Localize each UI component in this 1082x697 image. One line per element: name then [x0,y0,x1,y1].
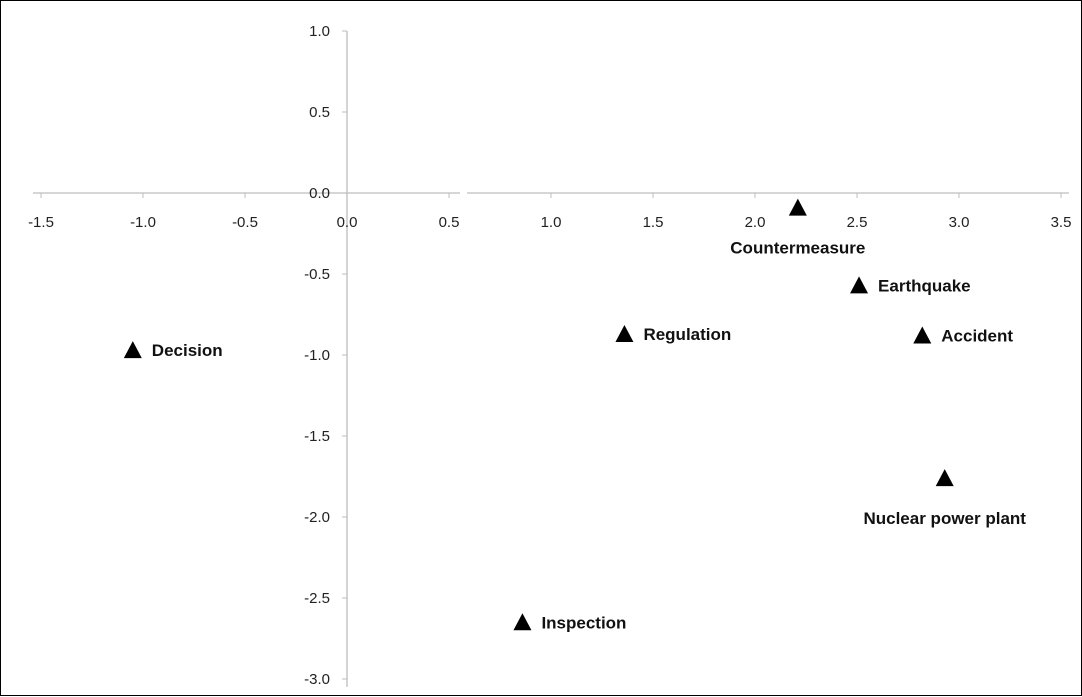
x-tick-label: 1.0 [541,214,562,231]
y-tick-label: -1.5 [304,428,330,445]
point-label-inspection: Inspection [541,613,626,632]
y-tick-label: 0.5 [309,104,330,121]
point-label-accident: Accident [941,327,1013,346]
x-tick-label: 0.0 [337,214,358,231]
y-tick-label: -1.0 [304,347,330,364]
y-tick-label: -0.5 [304,266,330,283]
x-tick-label: 0.5 [439,214,460,231]
x-tick-label: 3.5 [1051,214,1072,231]
x-tick-label: -0.5 [232,214,258,231]
point-marker-regulation [615,324,634,342]
point-marker-inspection [513,613,532,631]
point-label-decision: Decision [152,341,223,360]
y-tick-label: 1.0 [309,23,330,40]
point-marker-accident [913,326,932,344]
x-tick-label: 3.0 [949,214,970,231]
point-label-regulation: Regulation [643,325,731,344]
x-tick-label: -1.0 [130,214,156,231]
x-tick-label: 2.0 [745,214,766,231]
x-tick-label: -1.5 [28,214,54,231]
point-marker-decision [123,341,142,359]
y-tick-label: -2.0 [304,509,330,526]
point-label-nuclear-power-plant: Nuclear power plant [863,509,1026,528]
y-tick-label: 0.0 [309,185,330,202]
point-marker-earthquake [850,276,869,294]
x-tick-label: 2.5 [847,214,868,231]
point-marker-countermeasure [788,198,807,216]
point-label-earthquake: Earthquake [878,276,971,295]
y-tick-label: -3.0 [304,671,330,688]
y-tick-label: -2.5 [304,590,330,607]
x-tick-label: 1.5 [643,214,664,231]
point-label-countermeasure: Countermeasure [730,239,865,258]
point-marker-nuclear-power-plant [935,469,954,487]
